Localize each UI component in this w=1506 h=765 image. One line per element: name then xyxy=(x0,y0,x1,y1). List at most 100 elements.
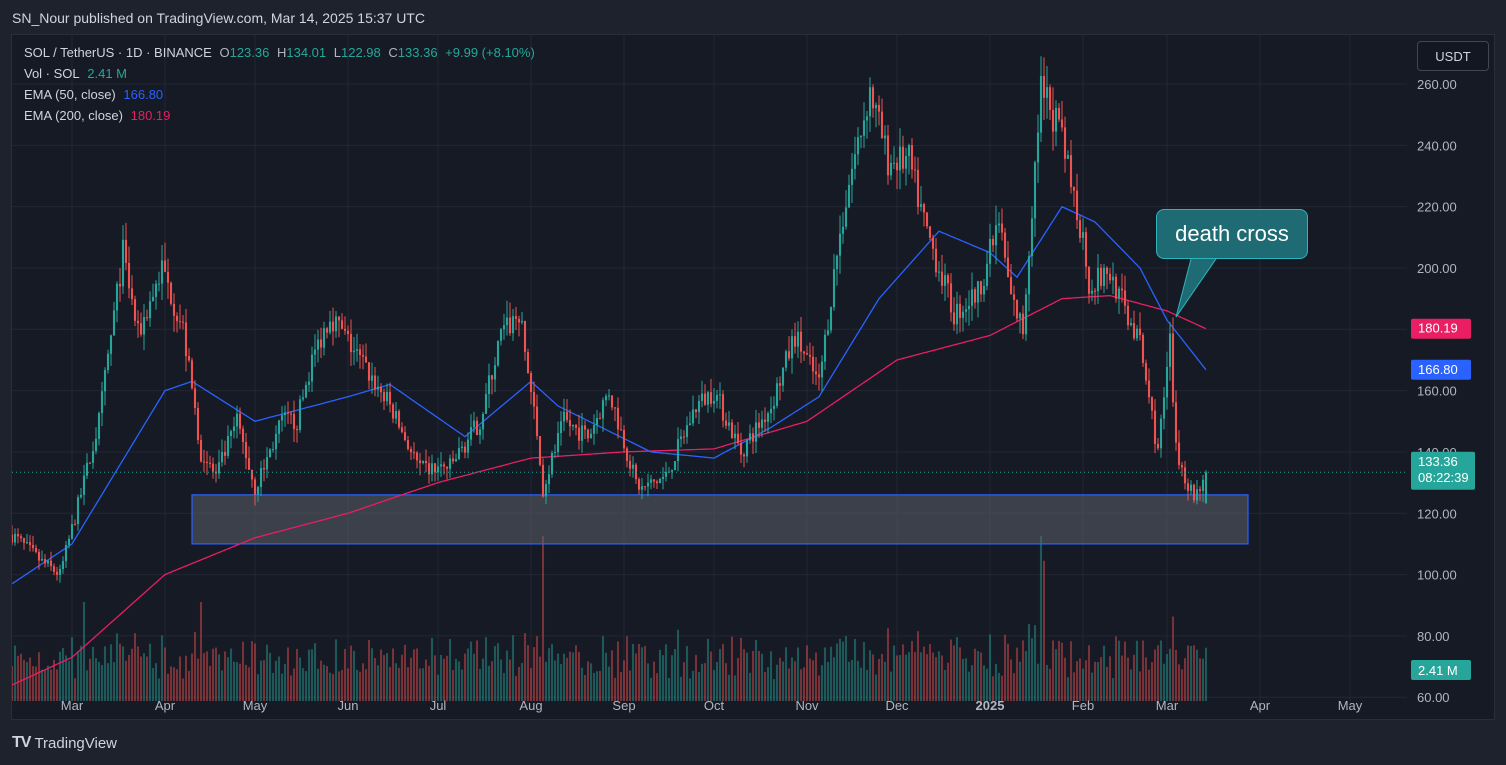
ema50-price-tag: 166.80 xyxy=(1411,359,1471,380)
candle-body xyxy=(1123,290,1127,306)
candle-body xyxy=(910,145,914,170)
volume-bar xyxy=(523,633,527,701)
volume-bar xyxy=(826,661,830,701)
volume-bar xyxy=(871,654,875,701)
candle-body xyxy=(220,452,224,463)
volume-bar xyxy=(1042,560,1046,701)
candle-body xyxy=(592,425,596,434)
candle-body xyxy=(94,438,98,452)
volume-bar xyxy=(1036,663,1040,701)
volume-bar xyxy=(1117,640,1121,701)
candle-body xyxy=(931,237,935,249)
volume-bar xyxy=(808,658,812,701)
volume-bar xyxy=(931,652,935,701)
candle-body xyxy=(976,281,980,303)
volume-bar xyxy=(97,661,101,701)
chart-pane[interactable]: 40.0060.0080.00100.00120.00140.00160.001… xyxy=(11,34,1495,720)
volume-bar xyxy=(649,677,653,701)
candle-body xyxy=(598,418,602,420)
candle-body xyxy=(256,487,260,495)
legend-ema50-label: EMA (50, close) xyxy=(24,87,116,102)
volume-bar xyxy=(1183,658,1187,701)
volume-bar xyxy=(364,669,368,701)
candle-body xyxy=(1021,313,1025,335)
candle-body xyxy=(271,449,275,451)
volume-bar xyxy=(1201,658,1205,701)
volume-bar xyxy=(538,656,542,701)
candle-body xyxy=(775,383,779,406)
candle-body xyxy=(157,283,161,285)
candle-body xyxy=(907,145,911,157)
volume-bar xyxy=(844,636,848,701)
volume-bar xyxy=(1069,641,1073,701)
candle-body xyxy=(1027,256,1031,295)
volume-bar xyxy=(337,671,341,701)
volume-bar xyxy=(433,655,437,701)
candle-body xyxy=(388,391,392,405)
volume-bar xyxy=(769,651,773,701)
volume-bar xyxy=(943,670,947,701)
volume-bar xyxy=(1093,661,1097,701)
volume-bar xyxy=(853,638,857,701)
candle-body xyxy=(52,566,56,572)
volume-bar xyxy=(643,646,647,701)
volume-bar xyxy=(391,648,395,701)
candle-body xyxy=(85,462,89,476)
volume-bar xyxy=(979,652,983,701)
volume-bar xyxy=(556,653,560,701)
last-price-tag-bg xyxy=(1411,451,1475,490)
volume-bar xyxy=(964,658,968,701)
candle-body xyxy=(1057,107,1061,120)
volume-bar xyxy=(331,673,335,701)
volume-bar xyxy=(394,663,398,701)
candle-body xyxy=(865,116,869,121)
candle-body xyxy=(1024,294,1028,335)
candle-body xyxy=(376,386,380,390)
candle-body xyxy=(841,226,845,234)
candle-body xyxy=(1087,266,1091,294)
candle-body xyxy=(601,400,605,419)
legend-high-label: H xyxy=(276,45,287,60)
candle-body xyxy=(340,320,344,329)
candle-body xyxy=(646,482,650,487)
candle-body xyxy=(1189,484,1193,491)
candle-body xyxy=(811,356,815,372)
candle-body xyxy=(1147,380,1151,398)
volume-bar xyxy=(283,663,287,701)
volume-bar xyxy=(784,647,788,701)
candle-body xyxy=(1174,402,1178,443)
volume-bar xyxy=(775,664,779,701)
volume-bar xyxy=(370,648,374,701)
volume-bar xyxy=(997,672,1001,701)
candle-body xyxy=(1075,190,1079,221)
volume-bar xyxy=(271,672,275,701)
candle-body xyxy=(337,316,341,321)
candle-body xyxy=(580,425,584,441)
volume-bar xyxy=(541,536,545,701)
price-chart[interactable]: 40.0060.0080.00100.00120.00140.00160.001… xyxy=(12,35,1495,720)
volume-bar xyxy=(319,660,323,701)
candle-body xyxy=(70,523,74,539)
volume-bar xyxy=(661,655,665,701)
volume-bar xyxy=(298,657,302,701)
candle-body xyxy=(973,289,977,303)
volume-bar xyxy=(472,653,476,701)
candle-body xyxy=(118,283,122,287)
candle-body xyxy=(16,533,20,537)
candle-body xyxy=(82,475,86,495)
currency-button[interactable]: USDT xyxy=(1417,41,1489,71)
candle-body xyxy=(550,452,554,475)
candle-body xyxy=(127,262,131,289)
candle-body xyxy=(532,392,536,407)
candle-body xyxy=(838,233,842,256)
candle-body xyxy=(1000,223,1004,233)
candle-body xyxy=(760,419,764,428)
candle-body xyxy=(349,333,353,353)
candle-body xyxy=(409,449,413,453)
candle-body xyxy=(889,162,893,176)
volume-bar xyxy=(958,647,962,701)
candle-body xyxy=(559,421,563,434)
candle-body xyxy=(694,409,698,413)
candle-body xyxy=(91,451,95,463)
volume-bar xyxy=(415,648,419,701)
